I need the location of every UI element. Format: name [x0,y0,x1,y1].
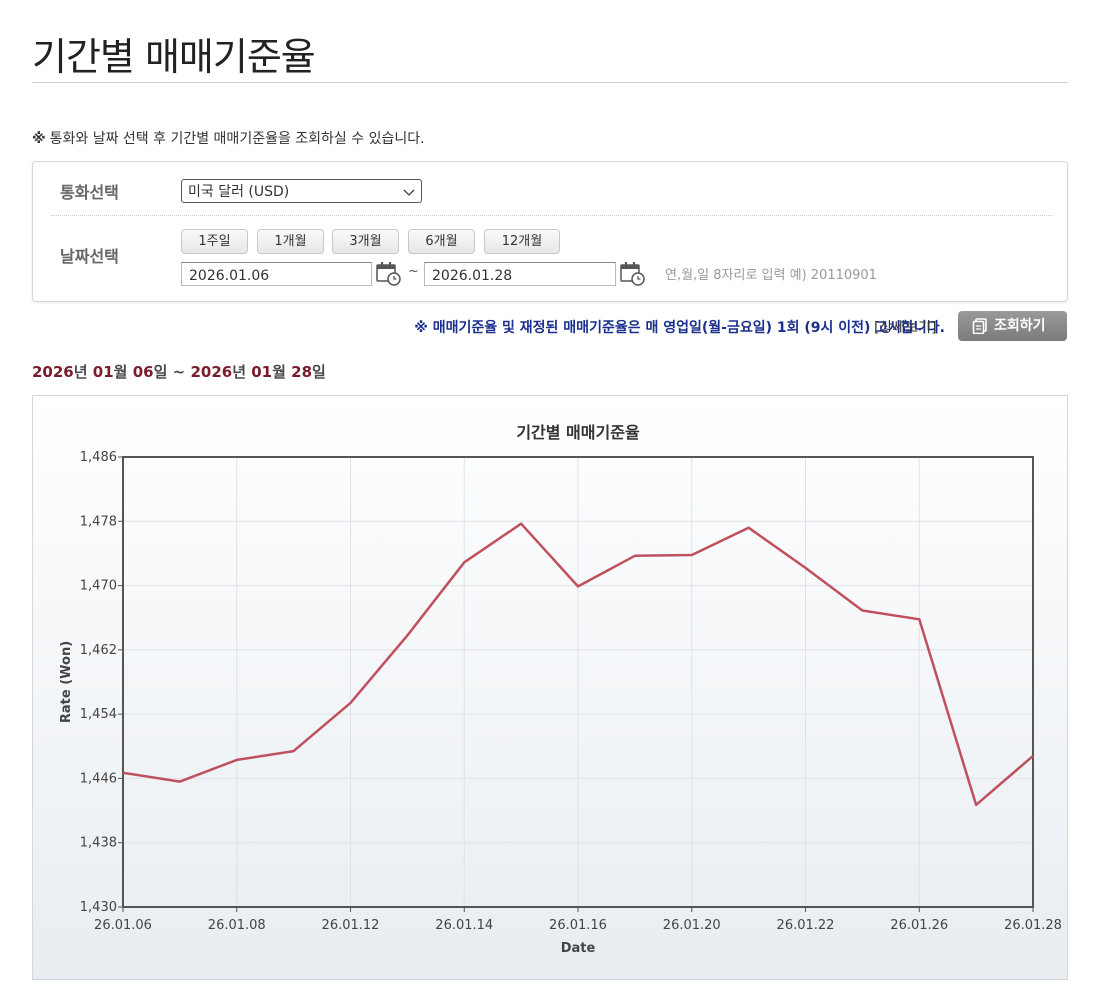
y-axis-label: Rate (Won) [59,641,74,723]
title-divider [32,82,1068,83]
detail-link[interactable]: [상세보기] [874,320,937,336]
period-button-1w[interactable]: 1주일 [181,229,248,254]
y-tick-label: 1,478 [80,514,117,529]
period-button-12m[interactable]: 12개월 [484,229,560,254]
start-date-input[interactable]: 2026.01.06 [181,262,372,286]
date-separator: ~ [408,264,419,279]
query-button[interactable]: 조회하기 [958,311,1067,341]
x-tick-label: 26.01.08 [208,918,266,933]
notice: ※ 통화와 날짜 선택 후 기간별 매매기준율을 조회하실 수 있습니다. [32,128,425,148]
period-button-6m[interactable]: 6개월 [408,229,475,254]
x-tick-label: 26.01.14 [435,918,493,933]
range-unit: 일 [312,363,326,381]
range-start-day: 06 [132,363,154,381]
series-line [122,522,1034,807]
y-tick-label: 1,446 [80,771,117,786]
notice-text: 통화와 날짜 선택 후 기간별 매매기준율을 조회하실 수 있습니다. [49,131,425,147]
range-unit: 년 [232,363,247,381]
y-tick-label: 1,462 [80,643,117,658]
plot-frame [122,456,1034,908]
search-box: 통화선택 미국 달러 (USD) 날짜선택 1주일 1개월 3개월 6개월 12… [32,161,1068,302]
x-tick-label: 26.01.20 [663,918,721,933]
range-start-year: 2026 [32,363,74,381]
end-date-input[interactable]: 2026.01.28 [424,262,616,286]
announcement: ※ 매매기준율 및 재정된 매매기준율은 매 영업일(월-금요일) 1회 (9시… [414,320,945,336]
query-button-label: 조회하기 [994,318,1046,334]
x-tick-label: 26.01.12 [322,918,380,933]
page-title: 기간별 매매기준율 [32,35,316,79]
range-end-year: 2026 [190,363,233,381]
calendar-icon[interactable] [619,260,645,286]
x-tick-label: 26.01.06 [94,918,152,933]
x-tick-label: 26.01.22 [777,918,835,933]
calendar-icon[interactable] [375,260,401,286]
x-tick-label: 26.01.16 [549,918,607,933]
date-format-hint: 연,월,일 8자리로 입력 예) 20110901 [665,268,877,283]
date-range: 2026년 01월 06일 ~ 2026년 01월 28일 [32,361,326,382]
range-unit: 월 [113,363,128,381]
y-tick-label: 1,486 [80,450,117,465]
range-end-month: 01 [251,363,273,381]
y-tick-label: 1,430 [80,900,117,915]
y-tick-label: 1,438 [80,836,117,851]
range-unit: 년 [73,363,88,381]
range-start-month: 01 [92,363,114,381]
x-tick-label: 26.01.28 [1004,918,1062,933]
chevron-down-icon [403,189,415,196]
range-separator: ~ [172,363,186,381]
currency-label: 통화선택 [60,183,119,202]
currency-select[interactable]: 미국 달러 (USD) [181,179,422,203]
date-label: 날짜선택 [60,247,119,266]
chart-container: 기간별 매매기준율 1,430 1,438 1,446 1,454 1,462 1,470… [32,395,1068,980]
chart-title: 기간별 매매기준율 [516,423,640,442]
currency-select-value: 미국 달러 (USD) [188,184,290,200]
y-tick-label: 1,470 [80,579,117,594]
range-unit: 일 [153,363,168,381]
x-tick-label: 26.01.26 [890,918,948,933]
y-tick-label: 1,454 [80,707,117,722]
period-button-1m[interactable]: 1개월 [257,229,324,254]
range-unit: 월 [272,363,286,381]
x-axis-label: Date [561,941,596,956]
document-icon [972,318,987,334]
period-button-3m[interactable]: 3개월 [332,229,399,254]
range-end-day: 28 [291,363,313,381]
row-divider [51,215,1053,216]
notice-mark: ※ [32,131,46,147]
rate-chart: 기간별 매매기준율 1,430 1,438 1,446 1,454 1,462 1,470… [59,423,1062,956]
